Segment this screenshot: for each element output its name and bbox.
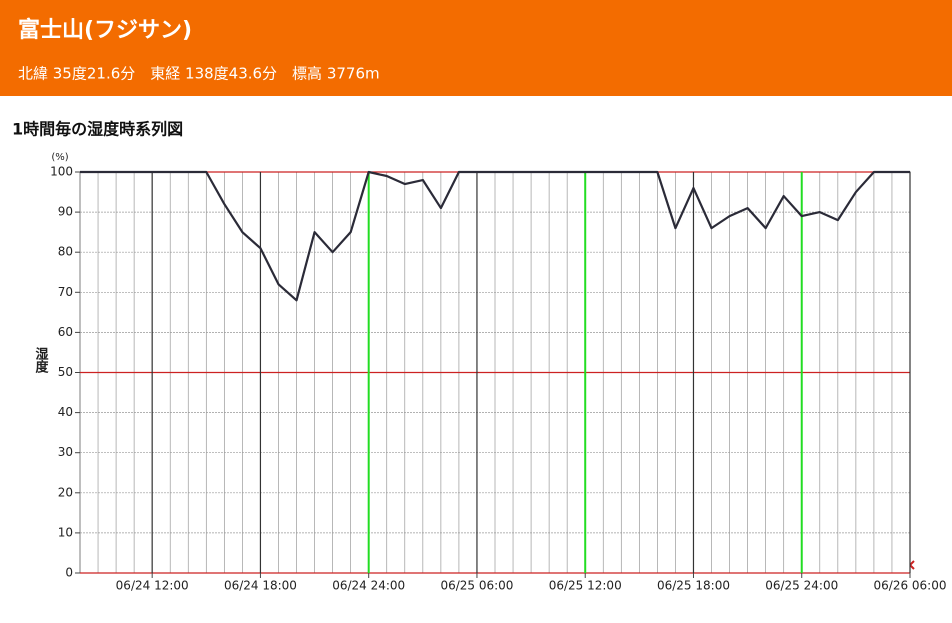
x-tick-label: 06/25 12:00 [549,579,622,593]
data-line [80,170,910,302]
x-tick-label: 06/24 18:00 [224,579,297,593]
page-subtitle: 北緯 35度21.6分 東経 138度43.6分 標高 3776m [18,65,380,83]
x-tick-label: 06/26 06:00 [874,579,947,593]
y-tick-label: 60 [58,325,73,339]
y-tick-label: 30 [58,445,73,459]
x-tick-label: 06/25 18:00 [657,579,730,593]
y-tick-label: 90 [58,205,73,219]
x-tick-label: 06/25 06:00 [440,579,513,593]
x-tick-label: 06/24 12:00 [116,579,189,593]
y-tick-label: 80 [58,245,73,259]
y-tick-label: 50 [58,365,73,379]
header-bar [0,0,952,96]
x-tick-label: 06/24 24:00 [332,579,405,593]
chart-title: 1時間毎の湿度時系列図 [12,120,183,139]
y-tick-label: 40 [58,405,73,419]
y-tick-label: 10 [58,525,73,539]
y-tick-label: 70 [58,285,73,299]
y-tick-label: 100 [50,165,73,179]
page-title: 富士山(フジサン) [18,17,192,43]
y-tick-label: 0 [65,566,73,580]
x-tick-label: 06/25 24:00 [765,579,838,593]
y-axis-label: 湿度 [33,347,49,374]
y-unit: (%) [51,152,68,163]
y-tick-label: 20 [58,485,73,499]
